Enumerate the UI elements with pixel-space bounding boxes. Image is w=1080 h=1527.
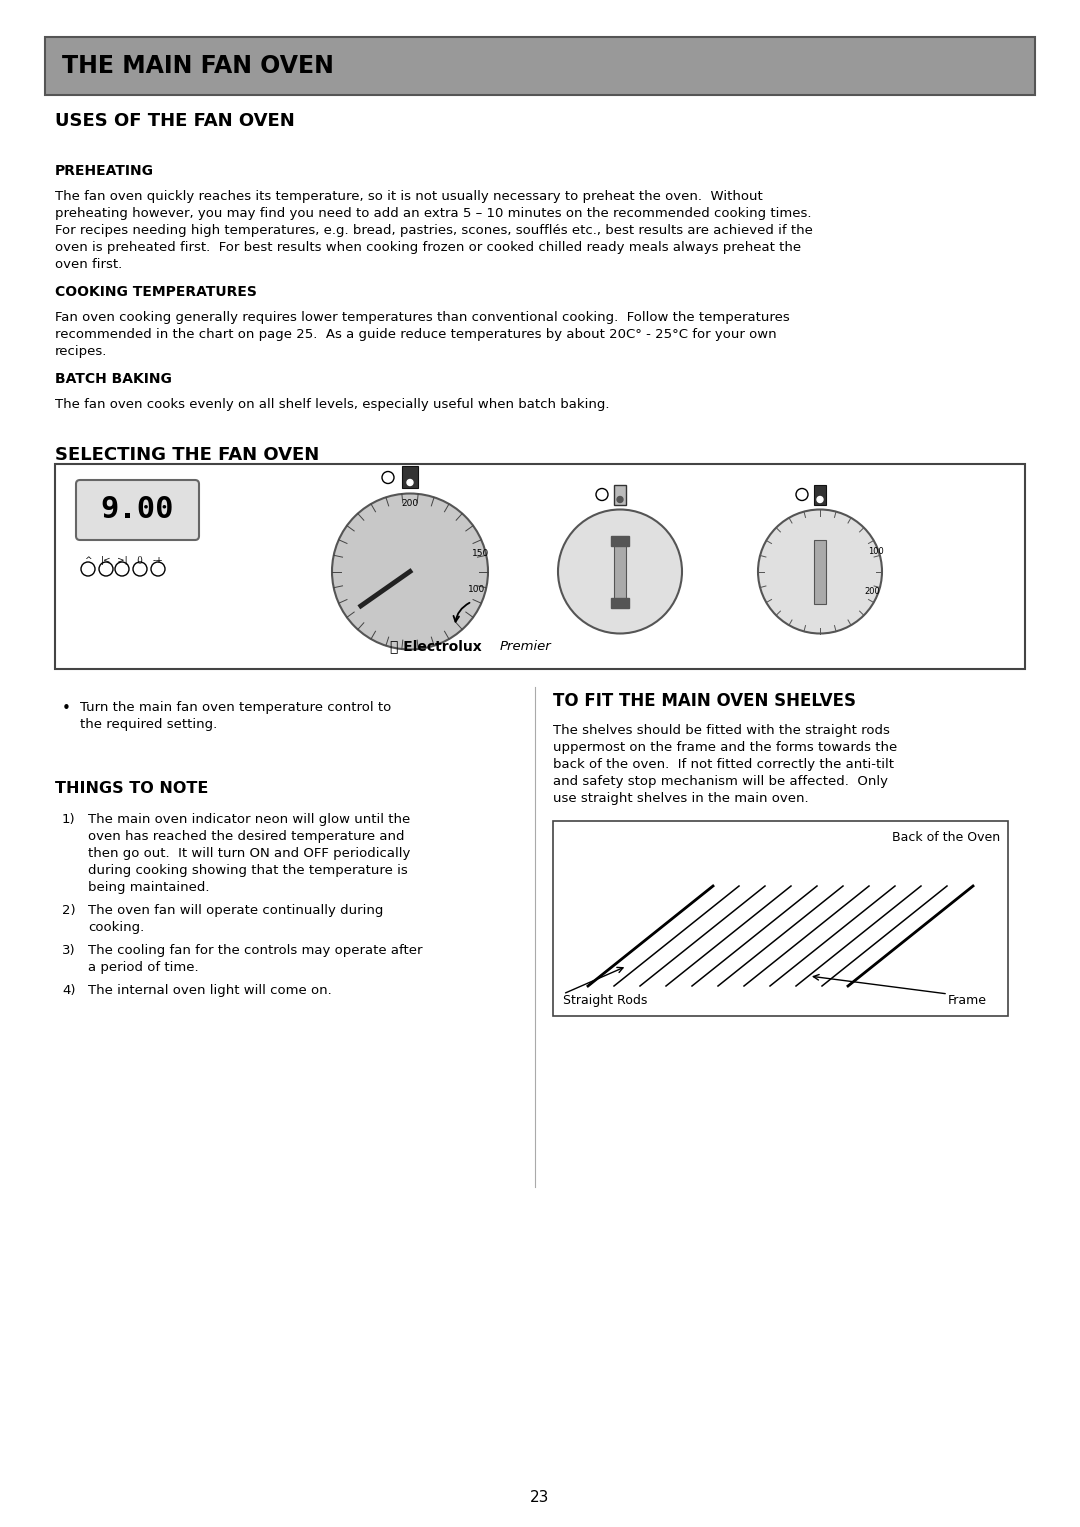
Text: cooking.: cooking. [87, 921, 145, 935]
Text: Frame: Frame [948, 994, 987, 1006]
Text: The shelves should be fitted with the straight rods: The shelves should be fitted with the st… [553, 724, 890, 738]
Text: TO FIT THE MAIN OVEN SHELVES: TO FIT THE MAIN OVEN SHELVES [553, 692, 856, 710]
Circle shape [81, 562, 95, 576]
Circle shape [99, 562, 113, 576]
Text: Turn the main fan oven temperature control to: Turn the main fan oven temperature contr… [80, 701, 391, 715]
Text: a period of time.: a period of time. [87, 960, 199, 974]
Bar [615, 539, 626, 603]
Text: The main oven indicator neon will glow until the: The main oven indicator neon will glow u… [87, 812, 410, 826]
Text: use straight shelves in the main oven.: use straight shelves in the main oven. [553, 793, 809, 805]
Text: 1): 1) [62, 812, 76, 826]
Bar [814, 484, 826, 504]
Bar [814, 539, 826, 603]
Text: the required setting.: the required setting. [80, 718, 217, 731]
Text: 200: 200 [402, 498, 419, 507]
Circle shape [151, 562, 165, 576]
Text: SELECTING THE FAN OVEN: SELECTING THE FAN OVEN [55, 446, 320, 464]
Text: •: • [62, 701, 71, 716]
Text: being maintained.: being maintained. [87, 881, 210, 893]
Text: 2): 2) [62, 904, 76, 918]
Bar [611, 597, 629, 608]
Text: 4): 4) [62, 983, 76, 997]
Text: The oven fan will operate continually during: The oven fan will operate continually du… [87, 904, 383, 918]
Bar [615, 484, 626, 504]
Text: BATCH BAKING: BATCH BAKING [55, 373, 172, 386]
FancyBboxPatch shape [76, 479, 199, 541]
Text: Premier: Premier [500, 640, 552, 654]
Text: The fan oven cooks evenly on all shelf levels, especially useful when batch baki: The fan oven cooks evenly on all shelf l… [55, 399, 609, 411]
Text: The internal oven light will come on.: The internal oven light will come on. [87, 983, 332, 997]
Circle shape [617, 496, 623, 502]
Text: 150: 150 [472, 550, 489, 557]
Text: 3): 3) [62, 944, 76, 957]
Text: then go out.  It will turn ON and OFF periodically: then go out. It will turn ON and OFF per… [87, 847, 410, 860]
Text: For recipes needing high temperatures, e.g. bread, pastries, scones, soufflés et: For recipes needing high temperatures, e… [55, 224, 813, 237]
Text: PREHEATING: PREHEATING [55, 163, 154, 179]
Text: preheating however, you may find you need to add an extra 5 – 10 minutes on the : preheating however, you may find you nee… [55, 208, 811, 220]
Circle shape [796, 489, 808, 501]
Text: THINGS TO NOTE: THINGS TO NOTE [55, 780, 208, 796]
Text: 9.00: 9.00 [100, 495, 174, 524]
Circle shape [133, 562, 147, 576]
Text: 23: 23 [530, 1490, 550, 1506]
FancyBboxPatch shape [553, 822, 1008, 1015]
Circle shape [382, 472, 394, 484]
Text: Fan oven cooking generally requires lower temperatures than conventional cooking: Fan oven cooking generally requires lowe… [55, 312, 789, 324]
Text: recommended in the chart on page 25.  As a guide reduce temperatures by about 20: recommended in the chart on page 25. As … [55, 328, 777, 341]
FancyBboxPatch shape [55, 464, 1025, 669]
Text: recipes.: recipes. [55, 345, 107, 357]
Text: (): () [136, 556, 144, 565]
Text: The fan oven quickly reaches its temperature, so it is not usually necessary to : The fan oven quickly reaches its tempera… [55, 189, 762, 203]
Text: 200: 200 [864, 586, 880, 596]
Circle shape [596, 489, 608, 501]
Text: Straight Rods: Straight Rods [563, 994, 647, 1006]
Text: THE MAIN FAN OVEN: THE MAIN FAN OVEN [62, 53, 334, 78]
Text: during cooking showing that the temperature is: during cooking showing that the temperat… [87, 864, 408, 876]
Text: >|: >| [117, 556, 127, 565]
Circle shape [407, 479, 413, 486]
Text: oven first.: oven first. [55, 258, 122, 270]
Text: uppermost on the frame and the forms towards the: uppermost on the frame and the forms tow… [553, 741, 897, 754]
Circle shape [758, 510, 882, 634]
Text: and safety stop mechanism will be affected.  Only: and safety stop mechanism will be affect… [553, 776, 888, 788]
Text: Back of the Oven: Back of the Oven [892, 831, 1000, 844]
Text: -+: -+ [152, 556, 163, 565]
Text: The cooling fan for the controls may operate after: The cooling fan for the controls may ope… [87, 944, 422, 957]
FancyBboxPatch shape [45, 37, 1035, 95]
Text: ⓧ Electrolux: ⓧ Electrolux [390, 638, 482, 654]
Text: oven is preheated first.  For best results when cooking frozen or cooked chilled: oven is preheated first. For best result… [55, 241, 801, 253]
Bar [402, 466, 418, 487]
Circle shape [558, 510, 681, 634]
Text: 100: 100 [468, 585, 485, 594]
Text: USES OF THE FAN OVEN: USES OF THE FAN OVEN [55, 111, 295, 130]
Text: oven has reached the desired temperature and: oven has reached the desired temperature… [87, 831, 405, 843]
Text: 100: 100 [868, 547, 883, 556]
Bar [611, 536, 629, 545]
Text: |<: |< [100, 556, 111, 565]
Text: ^: ^ [84, 556, 92, 565]
Text: COOKING TEMPERATURES: COOKING TEMPERATURES [55, 286, 257, 299]
Circle shape [816, 496, 823, 502]
Circle shape [114, 562, 129, 576]
Circle shape [332, 493, 488, 649]
Text: back of the oven.  If not fitted correctly the anti-tilt: back of the oven. If not fitted correctl… [553, 757, 894, 771]
